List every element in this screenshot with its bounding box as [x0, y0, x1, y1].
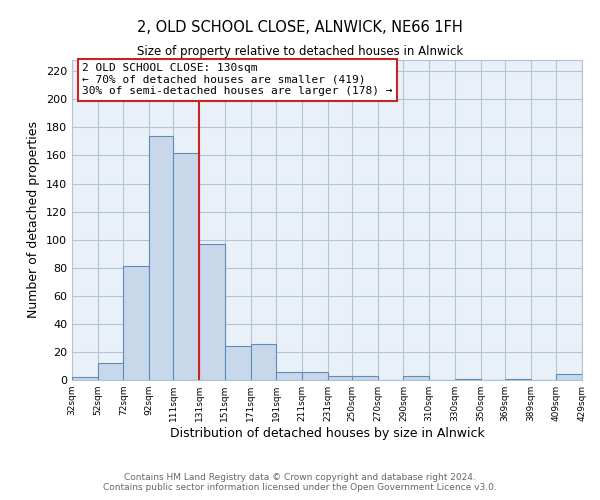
Bar	[505, 378, 530, 380]
Text: Size of property relative to detached houses in Alnwick: Size of property relative to detached ho…	[137, 45, 463, 58]
Bar	[199, 244, 225, 380]
Bar	[403, 376, 429, 380]
Bar	[276, 372, 302, 380]
Bar	[328, 376, 352, 380]
Y-axis label: Number of detached properties: Number of detached properties	[28, 122, 40, 318]
Bar	[72, 377, 98, 380]
Bar	[556, 374, 582, 380]
X-axis label: Distribution of detached houses by size in Alnwick: Distribution of detached houses by size …	[170, 427, 484, 440]
Bar	[173, 152, 199, 380]
Bar	[251, 344, 276, 380]
Bar	[455, 378, 481, 380]
Bar	[352, 376, 378, 380]
Bar	[98, 363, 124, 380]
Text: Contains public sector information licensed under the Open Government Licence v3: Contains public sector information licen…	[103, 484, 497, 492]
Text: 2 OLD SCHOOL CLOSE: 130sqm
← 70% of detached houses are smaller (419)
30% of sem: 2 OLD SCHOOL CLOSE: 130sqm ← 70% of deta…	[82, 63, 392, 96]
Bar	[124, 266, 149, 380]
Bar	[149, 136, 173, 380]
Bar	[225, 346, 251, 380]
Text: Contains HM Land Registry data © Crown copyright and database right 2024.: Contains HM Land Registry data © Crown c…	[124, 474, 476, 482]
Text: 2, OLD SCHOOL CLOSE, ALNWICK, NE66 1FH: 2, OLD SCHOOL CLOSE, ALNWICK, NE66 1FH	[137, 20, 463, 35]
Bar	[302, 372, 328, 380]
